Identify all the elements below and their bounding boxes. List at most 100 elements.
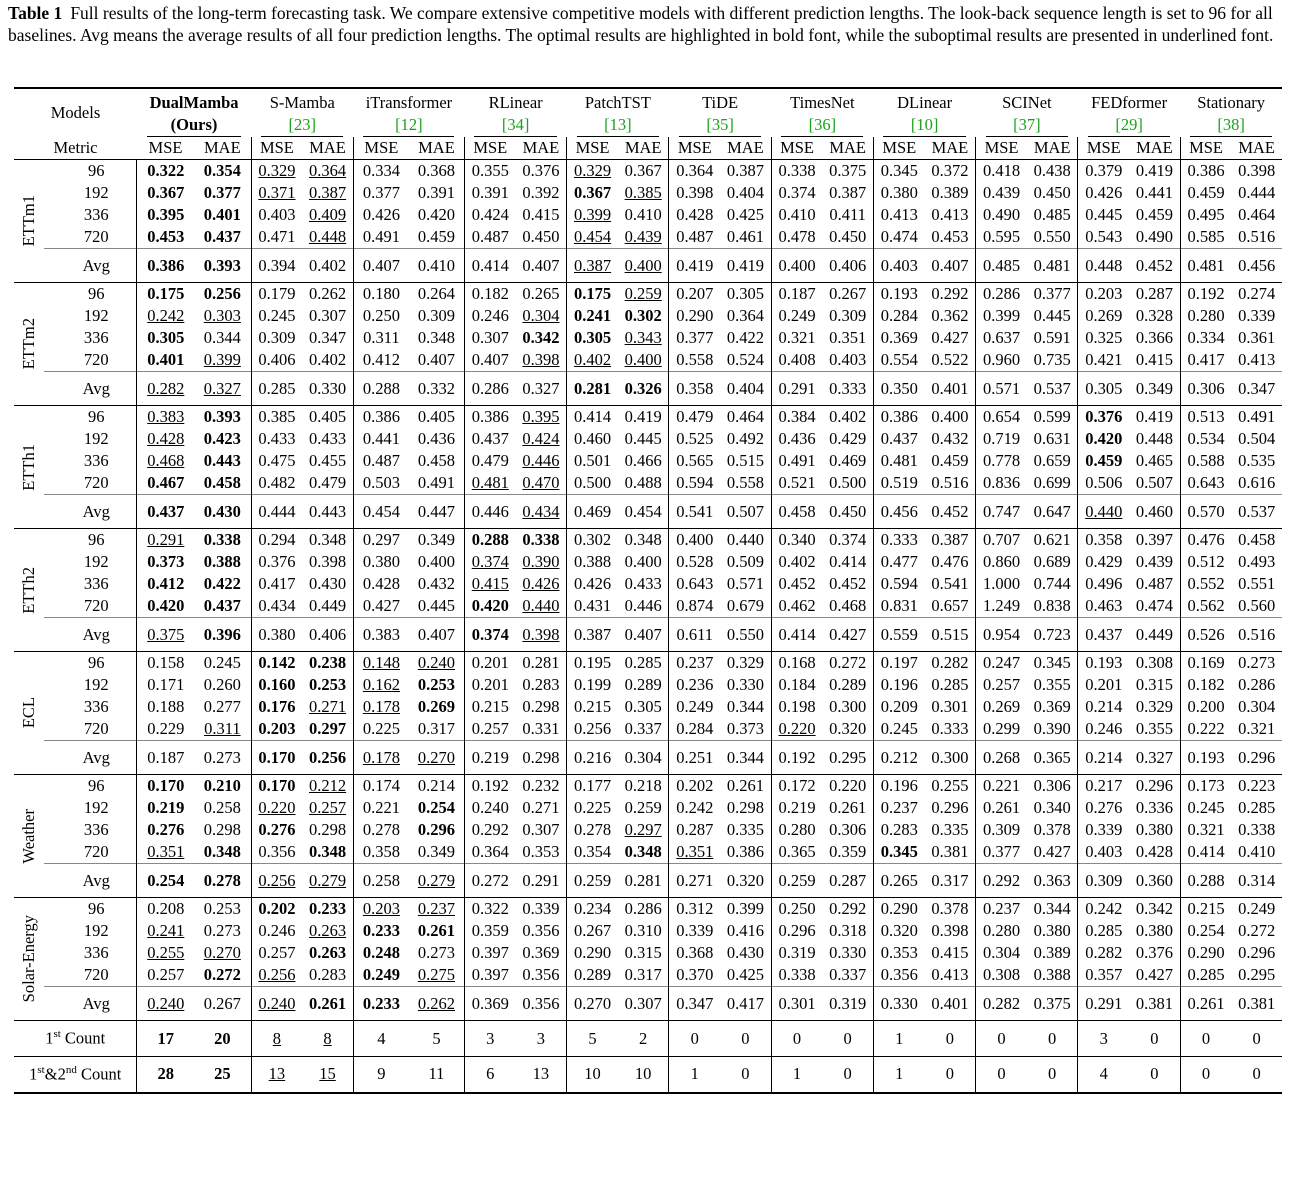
horizon-label: 96: [44, 651, 137, 674]
metric-value: 0.275: [417, 965, 456, 984]
metric-cell: 0.374: [770, 182, 823, 204]
metric-cell: 0.458: [1231, 528, 1282, 551]
metric-value: 0.440: [1085, 501, 1123, 521]
metric-cell: 0.376: [250, 551, 303, 573]
metric-value: 0.291: [522, 870, 560, 890]
metric-cell: 0.209: [872, 696, 925, 718]
metric-value: 0.306: [1187, 378, 1225, 398]
metric-value: 0.289: [573, 965, 612, 984]
metric-value: 0.236: [676, 675, 714, 694]
metric-value: 0.276: [147, 820, 185, 839]
metric-value: 0.485: [1033, 205, 1071, 224]
metric-cell: 0.175: [136, 282, 195, 305]
metric-value: 0.389: [1033, 943, 1071, 962]
metric-cell: 0.452: [822, 573, 873, 595]
metric-value: 0.433: [258, 429, 296, 448]
horizon-label: 336: [83, 451, 109, 470]
metric-cell: 0.273: [194, 920, 251, 942]
metric-value: 0.168: [778, 653, 816, 672]
metric-value: 0.450: [829, 227, 867, 246]
horizon-label: 720: [83, 227, 109, 246]
metric-value: 0.305: [1085, 378, 1123, 398]
metric-value: 0.300: [931, 747, 969, 767]
metric-value: 0.449: [308, 596, 347, 615]
metric-value: 0.437: [471, 429, 509, 448]
metric-cell: 0.654: [975, 405, 1027, 428]
metric-cell: 0.291: [136, 528, 195, 551]
metric-value: 0.267: [203, 993, 241, 1013]
metric-value: 0.414: [573, 407, 612, 426]
metric-cell: 0.515: [924, 617, 976, 652]
metric-cell: 0.405: [408, 405, 465, 428]
metric-value: 0.380: [880, 183, 918, 202]
metric-value: 0: [690, 1028, 699, 1048]
metric-value: 0.317: [417, 719, 456, 738]
model-header: TiDE [35]: [669, 88, 771, 137]
metric-value: 0.242: [676, 798, 714, 817]
metric-value: 0.412: [147, 574, 185, 593]
model-header: PatchTST [13]: [567, 88, 669, 137]
metric-value: 0.274: [1238, 284, 1276, 303]
model-name: FEDformer: [1091, 93, 1168, 112]
metric-value: 0.292: [982, 870, 1021, 890]
metric-cell: 0.474: [872, 226, 925, 249]
metric-value: 0.192: [1187, 284, 1225, 303]
metric-value: 0.375: [147, 624, 185, 644]
metric-cell: 0.171: [136, 674, 195, 696]
avg-label: Avg: [44, 248, 137, 283]
metric-value: 0.559: [880, 624, 918, 644]
metric-cell: 1: [770, 1056, 823, 1093]
metric-value: 0.188: [147, 697, 185, 716]
metric-value: 0.525: [676, 429, 714, 448]
metric-value: 0.475: [258, 451, 296, 470]
metric-value: 0.297: [308, 719, 347, 738]
metric-value: 0.374: [778, 183, 816, 202]
metric-cell: 0.355: [1027, 674, 1078, 696]
metric-value: 0.404: [726, 378, 764, 398]
metric-cell: 0.272: [194, 964, 251, 987]
metric-value: 0.285: [931, 675, 969, 694]
metric-value: 0.478: [778, 227, 816, 246]
metric-cell: 0.440: [516, 595, 567, 618]
metric-cell: 0.571: [975, 371, 1027, 406]
metric-cell: 0.380: [1129, 819, 1180, 841]
metric-value: 0.197: [880, 653, 918, 672]
metric-value: 0.439: [624, 227, 662, 246]
metric-value: 0.342: [522, 328, 560, 347]
metric-value: 0.398: [1238, 161, 1276, 180]
metric-value: 0.400: [676, 530, 714, 549]
metric-cell: 0.347: [302, 327, 353, 349]
metric-value: 0.212: [880, 747, 918, 767]
metric-value: 0: [1150, 1064, 1159, 1084]
metric-cell: 0.507: [1129, 472, 1180, 495]
metric-value: 0.351: [829, 328, 867, 347]
metric-cell: 0.158: [136, 651, 195, 674]
metric-cell: 0.270: [408, 740, 465, 775]
metric-value: 0: [1048, 1064, 1057, 1084]
metric-cell: 0.198: [770, 696, 823, 718]
metric-value: 0.354: [203, 161, 241, 180]
metric-value: 0.445: [624, 429, 662, 448]
metric-cell: 0.338: [770, 964, 823, 987]
metric-value: 0.383: [362, 624, 400, 644]
metric-cell: 0.433: [618, 573, 669, 595]
metric-cell: 0.558: [720, 472, 771, 495]
metric-cell: 0.462: [770, 595, 823, 618]
metric-value: 25: [214, 1064, 231, 1084]
metric-value: 0.515: [726, 451, 764, 470]
metric-cell: 0.355: [1129, 718, 1180, 741]
metric-value: 0.470: [522, 473, 560, 492]
metric-cell: 0.429: [1077, 551, 1130, 573]
metric-value: 0.377: [203, 183, 241, 202]
metric-cell: 0.417: [1179, 349, 1232, 372]
metric-value: 0.413: [880, 205, 918, 224]
metric-value: 0.309: [1085, 870, 1123, 890]
metric-cell: 0.298: [194, 819, 251, 841]
metric-value: 0.500: [829, 473, 867, 492]
metric-value: 0.744: [1033, 574, 1071, 593]
metric-cell: 0.485: [975, 248, 1027, 283]
metric-value: 0.285: [1187, 965, 1225, 984]
metric-value: 0.402: [778, 552, 816, 571]
mse-header: MSE: [1179, 137, 1232, 160]
metric-cell: 0.500: [566, 472, 618, 495]
